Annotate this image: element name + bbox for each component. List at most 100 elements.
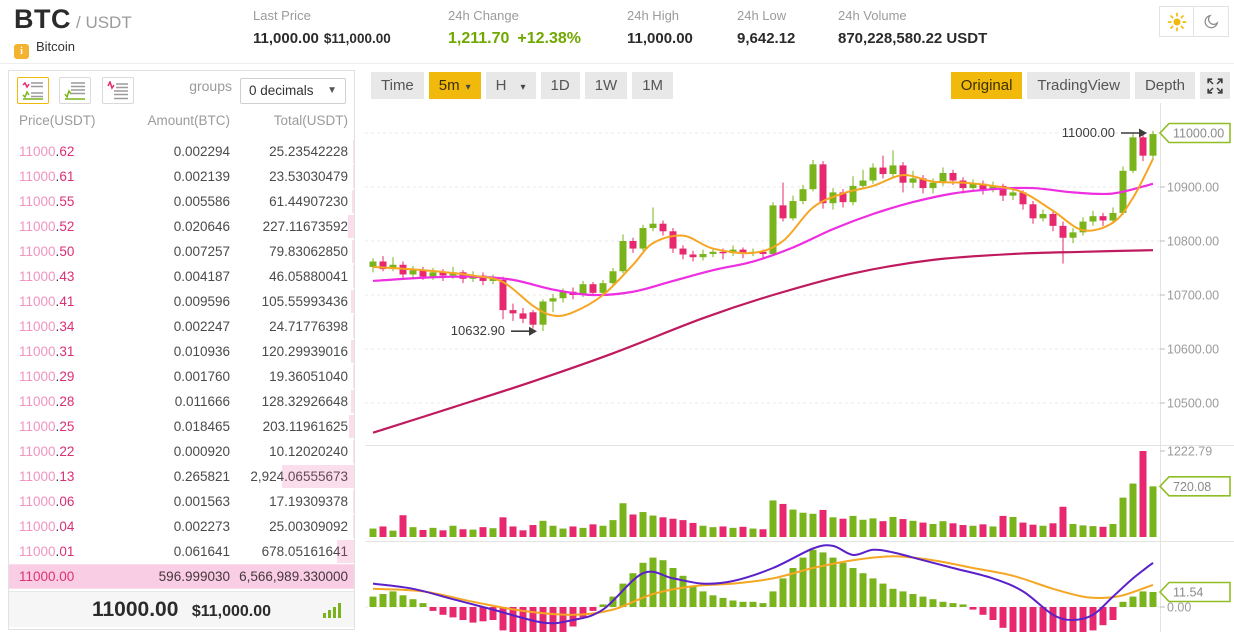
ask-price: 11000.41 (19, 294, 75, 309)
ask-total: 79.83062850 (269, 244, 348, 259)
order-book-view-sell-button[interactable] (101, 77, 134, 104)
svg-text:10632.90: 10632.90 (451, 323, 505, 338)
order-book-row[interactable]: 11000.31 0.010936 120.29939016 (9, 339, 354, 364)
ask-price: 11000.55 (19, 194, 75, 209)
order-book-row[interactable]: 11000.34 0.002247 24.71776398 (9, 314, 354, 339)
depth-bar (351, 290, 354, 313)
order-book-view-both-button[interactable] (17, 77, 49, 104)
ask-price: 11000.52 (19, 219, 75, 234)
svg-text:720.08: 720.08 (1173, 480, 1211, 494)
base-symbol: BTC (14, 4, 71, 34)
order-book-row[interactable]: 11000.22 0.000920 10.12020240 (9, 439, 354, 464)
depth-bar (353, 315, 354, 338)
stat-label: 24h Low (737, 8, 787, 23)
decimals-selected-value: 0 decimals (249, 83, 314, 98)
order-book-row[interactable]: 11000.55 0.005586 61.44907230 (9, 189, 354, 214)
ask-price: 11000.29 (19, 369, 75, 384)
order-book-row[interactable]: 11000.62 0.002294 25.23542228 (9, 139, 354, 164)
ask-total: 25.23542228 (269, 144, 348, 159)
chart-toolbar: Time 5m ▾ H ▾ 1D 1W 1M Original TradingVie… (365, 72, 1234, 99)
ask-price: 11000.01 (19, 544, 75, 559)
stat-24h-low: 24h Low 9,642.12 (737, 8, 795, 47)
depth-bar (353, 165, 354, 188)
stat-last-price: Last Price 11,000.00 $11,000.00 (253, 8, 391, 47)
theme-toggle (1159, 6, 1229, 37)
order-book-row[interactable]: 11000.06 0.001563 17.19309378 (9, 489, 354, 514)
ask-amount: 0.002247 (173, 319, 230, 334)
low-value: 9,642.12 (737, 30, 796, 47)
moon-icon (1204, 14, 1219, 28)
order-book-row[interactable]: 11000.25 0.018465 203.11961625 (9, 414, 354, 439)
svg-text:0.00: 0.00 (1167, 601, 1191, 615)
stat-label: Last Price (253, 8, 311, 23)
order-book-row[interactable]: 11000.43 0.004187 46.05880041 (9, 264, 354, 289)
interval-1m-button[interactable]: 1M (632, 72, 674, 99)
order-book-panel: groups 0 decimals ▼ Price(USDT) Amount(B… (8, 70, 355, 630)
order-book-row[interactable]: 11000.61 0.002139 23.53030479 (9, 164, 354, 189)
order-book-row[interactable]: 11000.50 0.007257 79.83062850 (9, 239, 354, 264)
ask-price: 11000.00 (19, 569, 75, 584)
column-total: Total(USDT) (273, 113, 348, 128)
ask-total: 61.44907230 (269, 194, 348, 209)
fullscreen-button[interactable] (1200, 72, 1230, 99)
ask-price: 11000.43 (19, 269, 75, 284)
ask-amount: 0.005586 (173, 194, 230, 209)
svg-text:11000.00: 11000.00 (1062, 125, 1115, 140)
header: BTC / USDT i Bitcoin Last Price 11,000.00 $… (0, 0, 1234, 64)
pair-title: BTC / USDT (14, 4, 132, 35)
order-book-row[interactable]: 11000.13 0.265821 2,924.06555673 (9, 464, 354, 489)
last-price-ticker[interactable]: 11000.00 $11,000.00 (9, 591, 354, 627)
change-value: 1,211.70 (448, 30, 510, 47)
ask-price: 11000.25 (19, 419, 75, 434)
svg-text:11.54: 11.54 (1173, 585, 1203, 599)
interval-5m-button[interactable]: 5m ▾ (428, 72, 481, 99)
interval-1d-button[interactable]: 1D (540, 72, 580, 99)
svg-text:10500.00: 10500.00 (1167, 397, 1219, 411)
view-depth-button[interactable]: Depth (1134, 72, 1195, 99)
svg-text:11000.00: 11000.00 (1173, 127, 1224, 141)
interval-hour-button[interactable]: H ▾ (485, 72, 536, 99)
depth-bar (353, 365, 354, 388)
light-theme-button[interactable] (1159, 6, 1194, 37)
sun-icon (1167, 12, 1186, 31)
value-tag: 720.08 (1158, 476, 1231, 497)
depth-bar (352, 240, 354, 263)
ask-total: 678.05161641 (261, 544, 348, 559)
svg-text:1222.79: 1222.79 (1167, 445, 1212, 459)
order-book-row[interactable]: 11000.41 0.009596 105.55993436 (9, 289, 354, 314)
price-chart[interactable]: 10900.00 10800.00 10700.00 10600.00 10500.00… (365, 103, 1234, 637)
svg-text:10800.00: 10800.00 (1167, 235, 1219, 249)
last-price-usd: $11,000.00 (323, 31, 391, 46)
time-label: Time (371, 72, 424, 99)
order-book-row[interactable]: 11000.52 0.020646 227.11673592 (9, 214, 354, 239)
stat-label: 24h Volume (838, 8, 907, 23)
depth-bar (353, 515, 354, 538)
decimals-select[interactable]: 0 decimals ▼ (240, 78, 346, 104)
interval-1w-button[interactable]: 1W (584, 72, 628, 99)
ask-amount: 0.020646 (173, 219, 230, 234)
order-book-header: Price(USDT) Amount(BTC) Total(USDT) (9, 113, 354, 137)
order-book-row[interactable]: 11000.29 0.001760 19.36051040 (9, 364, 354, 389)
view-original-button[interactable]: Original (950, 72, 1023, 99)
ask-total: 6,566,989.330000 (239, 569, 348, 584)
order-book-row[interactable]: 11000.28 0.011666 128.32926648 (9, 389, 354, 414)
ask-amount: 0.009596 (173, 294, 230, 309)
ask-total: 2,924.06555673 (250, 469, 348, 484)
order-book-view-buy-button[interactable] (59, 77, 92, 104)
dark-theme-button[interactable] (1194, 6, 1229, 37)
stat-label: 24h Change (448, 8, 519, 23)
caret-down-icon: ▾ (520, 82, 526, 93)
order-book-row[interactable]: 11000.04 0.002273 25.00309092 (9, 514, 354, 539)
groups-label: groups (189, 78, 232, 94)
depth-bar (351, 340, 354, 363)
fullscreen-icon (1207, 77, 1223, 94)
macd-histogram (369, 549, 1157, 637)
ask-total: 19.36051040 (269, 369, 348, 384)
order-book-row[interactable]: 11000.01 0.061641 678.05161641 (9, 539, 354, 564)
ask-price: 11000.61 (19, 169, 75, 184)
order-book-row[interactable]: 11000.00 596.999030 6,566,989.330000 (9, 564, 354, 589)
price-axis-labels: 10900.00 10800.00 10700.00 10600.00 10500.00… (1160, 181, 1219, 615)
order-book-buy-icon (64, 82, 86, 100)
view-tradingview-button[interactable]: TradingView (1027, 72, 1130, 99)
ask-price: 11000.04 (19, 519, 75, 534)
